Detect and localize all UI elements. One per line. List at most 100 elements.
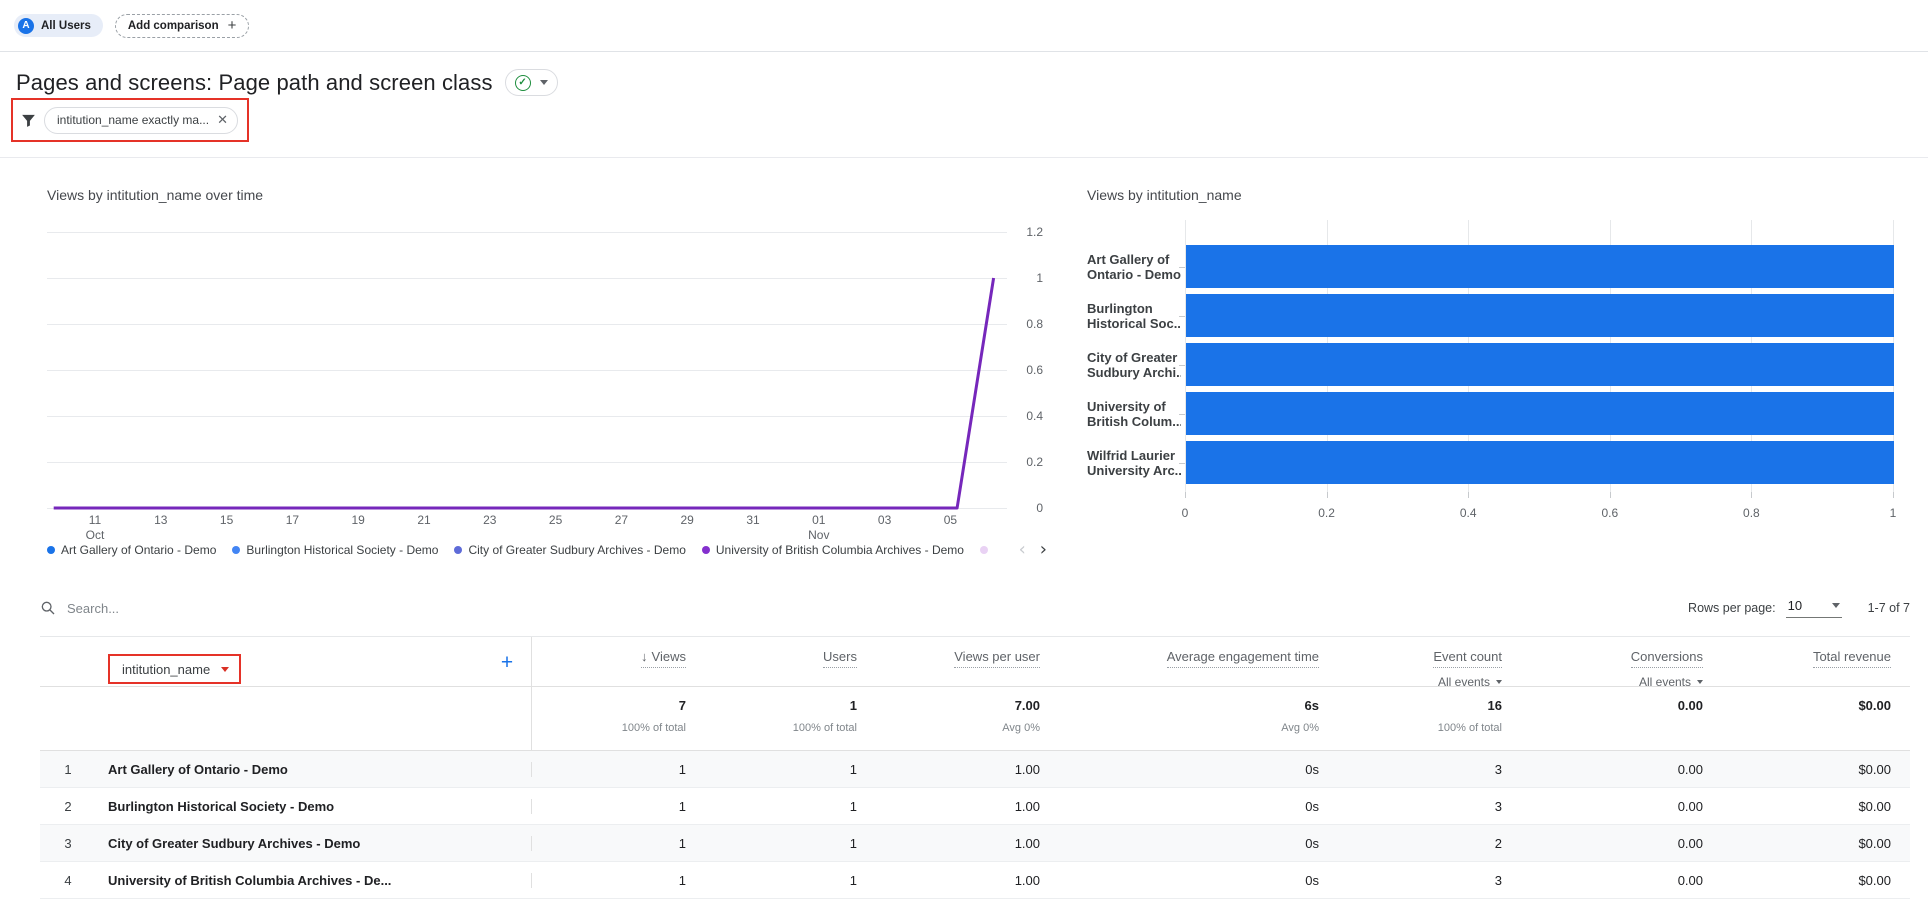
bar[interactable] [1186,392,1894,435]
x-tick-label: 27 [614,513,629,527]
cell-views: 1 [678,872,686,888]
cell-avg-engagement: 0s [1305,872,1319,888]
bar-category-label: Art Gallery of Ontario - Demo [1087,252,1181,282]
cell-event-count: 3 [1494,872,1502,888]
axis-tick [1326,492,1328,498]
chevron-down-icon [539,80,548,85]
search-icon [41,601,55,615]
cell-total-revenue: $0.00 [1858,798,1891,814]
event-count-header[interactable]: Event count [1433,649,1502,668]
row-dimension-value: Burlington Historical Society - Demo [96,798,532,814]
search-input[interactable] [67,600,427,616]
x-tick-label: 05 [943,513,958,527]
bar-category-label: Wilfrid Laurier University Arc... [1087,448,1181,478]
table-row[interactable]: 2 Burlington Historical Society - Demo 1… [40,788,1910,825]
legend-item[interactable] [979,546,988,554]
views-header[interactable]: ↓ Views [641,649,686,668]
x-tick-label: 29 [680,513,694,527]
report-table: intitution_name + ↓ Views Users Views per… [40,636,1910,899]
remove-filter-icon[interactable]: ✕ [217,112,228,127]
legend-label: City of Greater Sudbury Archives - Demo [468,543,686,557]
table-header-row: intitution_name + ↓ Views Users Views per… [40,636,1910,689]
legend-dot-icon [701,546,710,554]
x-tick-label: 19 [351,513,365,527]
y-tick-label: 0 [1036,501,1043,515]
bar[interactable] [1186,245,1894,288]
x-tick-label: 0 [1181,506,1189,520]
event-count-filter[interactable]: All events [1438,675,1502,689]
legend-dot-icon [979,546,988,554]
cell-views-per-user: 1.00 [1014,872,1040,888]
cell-avg-engagement: 0s [1305,798,1319,814]
row-number: 1 [64,761,72,777]
axis-tick [1179,267,1185,268]
x-tick-label: 11 Oct [85,513,105,542]
legend-pagination: ‹ › [1019,541,1047,559]
all-users-avatar: A [18,17,34,34]
avg-engagement-header[interactable]: Average engagement time [1166,649,1319,668]
totals-total-revenue: $0.00 [1858,698,1891,713]
conversions-header[interactable]: Conversions [1630,649,1703,668]
bar[interactable] [1186,441,1894,484]
axis-tick [1179,463,1185,464]
status-check-icon: ✓ [514,74,531,91]
line-series [53,277,996,510]
row-dimension-value: University of British Columbia Archives … [96,872,532,888]
search-box[interactable] [40,600,460,616]
line-chart-x-axis: 11 Oct 13 15 17 19 21 23 25 27 29 31 01 Nov 03 05 [47,513,1007,547]
axis-tick [1468,492,1470,498]
views-over-time-chart: Views by intitution_name over time 1.2 1 0… [40,157,1085,569]
cell-total-revenue: $0.00 [1858,835,1891,851]
bar-category-label: Burlington Historical Soc... [1087,301,1181,331]
all-users-chip[interactable]: A All Users [14,14,103,37]
totals-event-count: 16 100% of total [1437,698,1502,734]
axis-tick [1179,414,1185,415]
filter-chip[interactable]: intitution_name exactly ma... ✕ [44,106,238,134]
legend-item[interactable]: Art Gallery of Ontario - Demo [47,543,216,557]
legend-prev-icon[interactable]: ‹ [1018,539,1026,560]
column-header-event-count: Event count All events [1319,637,1502,689]
legend-item[interactable]: University of British Columbia Archives … [701,543,964,557]
cell-event-count: 3 [1494,798,1502,814]
table-toolbar: Rows per page: 10 1-7 of 7 [40,588,1910,628]
legend-next-icon[interactable]: › [1039,539,1047,560]
cell-total-revenue: $0.00 [1858,761,1891,777]
table-row[interactable]: 4 University of British Columbia Archive… [40,862,1910,899]
cell-avg-engagement: 0s [1305,761,1319,777]
toolbar-right: Rows per page: 10 1-7 of 7 [1688,598,1910,618]
chevron-down-icon [1496,680,1502,684]
gridline [1185,220,1186,492]
annotation-red-box-dimension[interactable]: intitution_name [108,654,241,684]
views-per-user-header[interactable]: Views per user [954,649,1040,668]
add-comparison-button[interactable]: Add comparison + [114,13,250,38]
cell-conversions: 0.00 [1677,798,1703,814]
column-header-users: Users [686,637,857,689]
rows-per-page-select[interactable]: 10 [1785,598,1842,618]
conversions-filter[interactable]: All events [1639,675,1703,689]
add-dimension-button[interactable]: + [500,651,514,674]
bar[interactable] [1186,343,1894,386]
row-dimension-value: City of Greater Sudbury Archives - Demo [96,835,532,851]
page-title: Pages and screens: Page path and screen … [16,69,493,95]
users-header[interactable]: Users [823,649,857,668]
rows-per-page-value: 10 [1787,598,1803,613]
filter-icon [22,114,35,127]
report-status-dropdown[interactable]: ✓ [504,69,558,96]
cell-conversions: 0.00 [1677,761,1703,777]
legend-item[interactable]: City of Greater Sudbury Archives - Demo [454,543,686,557]
column-header-views: ↓ Views [532,637,686,689]
line-chart-legend: Art Gallery of Ontario - Demo Burlington … [47,541,1047,559]
x-tick-label: 23 [483,513,497,527]
row-index-header [40,637,96,689]
table-row[interactable]: 1 Art Gallery of Ontario - Demo 1 1 1.00… [40,751,1910,788]
x-tick-label: 0.4 [1459,506,1477,520]
bar[interactable] [1186,294,1894,337]
legend-item[interactable]: Burlington Historical Society - Demo [232,543,438,557]
x-tick-label: 25 [548,513,563,527]
axis-tick [1751,492,1753,498]
x-tick-label: 03 [877,513,892,527]
chevron-down-icon [1831,603,1840,608]
total-revenue-header[interactable]: Total revenue [1812,649,1891,668]
table-row[interactable]: 3 City of Greater Sudbury Archives - Dem… [40,825,1910,862]
cell-users: 1 [849,835,857,851]
